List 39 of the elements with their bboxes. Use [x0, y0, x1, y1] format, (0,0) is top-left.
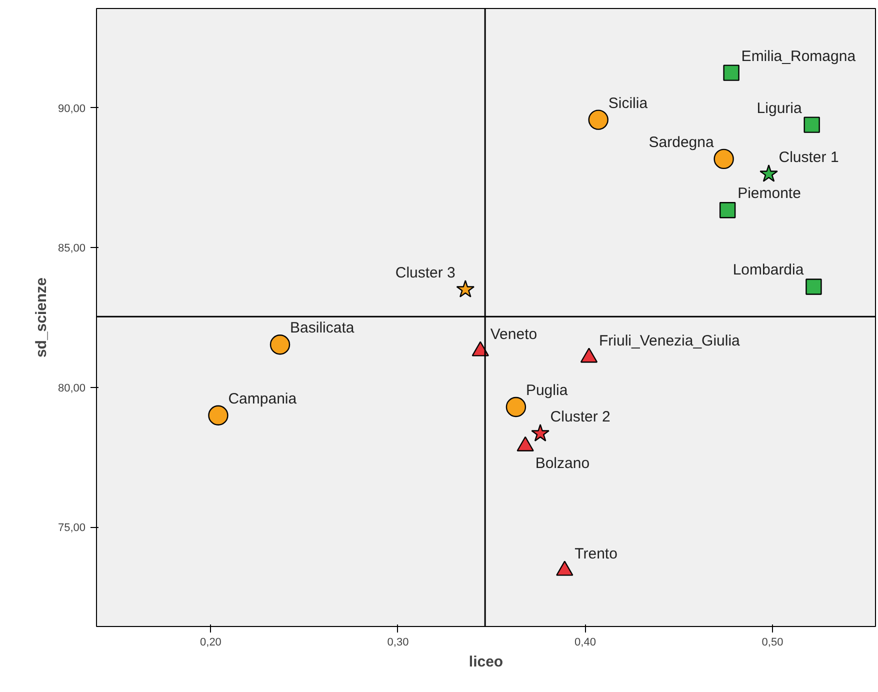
x-tick-label: 0,40: [574, 636, 596, 648]
annotation: Liguria: [756, 100, 802, 117]
x-tick-label: 0,50: [762, 636, 784, 648]
annotation: Friuli_Venezia_Giulia: [598, 332, 741, 350]
y-tick-label: 75,00: [58, 522, 86, 534]
point: [580, 348, 598, 363]
annotation: Lombardia: [732, 262, 804, 279]
point: [806, 278, 822, 295]
y-axis-title: sd_scienze: [32, 277, 50, 358]
point: [719, 202, 736, 218]
x-tick-label: 0,30: [387, 636, 409, 648]
y-tick-label: 90,00: [58, 102, 86, 115]
point: [588, 110, 608, 130]
annotation: Trento: [574, 546, 618, 563]
point: [556, 560, 574, 576]
point: [516, 436, 534, 452]
x-axis-title: liceo: [468, 654, 504, 670]
annotation: Cluster 2: [550, 408, 610, 426]
point: [472, 341, 489, 356]
annotation: Sicilia: [608, 94, 648, 112]
annotation: Campania: [228, 390, 298, 408]
annotation: Puglia: [526, 382, 568, 399]
point: [506, 396, 526, 418]
annotation: Emilia_Romagna: [741, 48, 856, 65]
annotation: Basilicata: [290, 320, 355, 337]
annotation: Sardegna: [648, 134, 714, 151]
point: [270, 334, 290, 355]
y-tick-label: 80,00: [58, 382, 86, 394]
annotation: Piemonte: [738, 185, 801, 202]
point: [804, 116, 820, 133]
point: [714, 148, 734, 170]
annotation: Cluster 3: [395, 264, 456, 282]
annotation: Bolzano: [535, 455, 590, 472]
y-tick-label: 85,00: [58, 242, 86, 255]
annotation: Cluster 1: [778, 149, 839, 166]
point: [208, 405, 228, 426]
annotation: Veneto: [490, 326, 538, 344]
point: [723, 64, 740, 81]
x-tick-label: 0,20: [200, 636, 222, 648]
